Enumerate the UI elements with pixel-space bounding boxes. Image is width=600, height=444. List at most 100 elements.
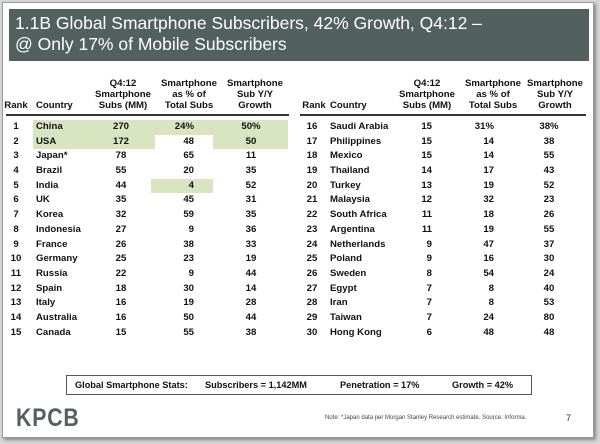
- highlight-growth: [213, 134, 288, 150]
- left-rows: 1 China 270 24% 50% 2 USA 172 48 50 3 Japan* 78 65 11 4…: [6, 120, 289, 340]
- header-growth: Smartphone Sub Y/Y Growth: [527, 78, 583, 111]
- cell-growth: 26: [543, 209, 555, 221]
- cell-subs: 25: [115, 253, 127, 265]
- table-row: 24 Netherlands 9 47 37: [300, 238, 586, 253]
- cell-rank: 28: [306, 297, 318, 309]
- cell-country: Italy: [36, 297, 56, 309]
- table-row: 7 Korea 32 59 35: [6, 208, 289, 223]
- cell-country: Taiwan: [330, 311, 362, 323]
- highlight-subs: [107, 134, 155, 150]
- cell-growth: 80: [543, 311, 555, 323]
- header-subs: Q4:12 Smartphone Subs (MM): [399, 78, 455, 111]
- cell-country: China: [36, 121, 63, 132]
- highlight-country: [33, 134, 107, 150]
- cell-growth: 36: [245, 223, 257, 235]
- cell-subs: 172: [112, 135, 129, 147]
- cell-pct: 32: [483, 194, 494, 206]
- cell-pct: 19: [483, 223, 494, 235]
- cell-growth: 38%: [539, 121, 559, 132]
- cell-subs: 7: [426, 297, 432, 309]
- cell-subs: 14: [421, 165, 432, 177]
- highlight-country: [33, 120, 107, 135]
- cell-pct: 9: [188, 223, 194, 235]
- cell-subs: 15: [421, 121, 432, 132]
- cell-growth: 24: [543, 267, 555, 279]
- table-header: Rank Country Q4:12 Smartphone Subs (MM) Sm…: [300, 78, 586, 116]
- cell-pct: 4: [188, 179, 194, 191]
- cell-growth: 38: [245, 326, 257, 338]
- cell-rank: 26: [306, 267, 318, 279]
- cell-pct: 55: [183, 326, 194, 338]
- cell-growth: 23: [543, 194, 555, 206]
- cell-rank: 16: [306, 121, 318, 132]
- cell-growth: 52: [543, 179, 555, 191]
- cell-growth: 44: [245, 311, 257, 323]
- cell-subs: 44: [115, 179, 127, 191]
- cell-rank: 1: [13, 121, 19, 132]
- cell-growth: 30: [543, 253, 555, 265]
- table-row: 9 France 26 38 33: [6, 238, 289, 253]
- table-row: 21 Malaysia 12 32 23: [300, 193, 586, 208]
- header-country: Country: [36, 100, 73, 111]
- cell-pct: 20: [183, 165, 194, 177]
- cell-growth: 48: [543, 326, 555, 338]
- cell-pct: 9: [188, 267, 194, 279]
- cell-growth: 53: [543, 297, 555, 309]
- cell-country: Germany: [36, 253, 78, 265]
- cell-rank: 14: [10, 311, 22, 323]
- cell-growth: 43: [543, 165, 555, 177]
- cell-country: India: [36, 179, 59, 191]
- cell-pct: 14: [483, 150, 494, 162]
- cell-rank: 4: [13, 165, 19, 177]
- cell-subs: 32: [115, 209, 127, 221]
- cell-growth: 38: [543, 135, 555, 147]
- cell-rank: 24: [306, 238, 318, 250]
- table-row: 1 China 270 24% 50%: [6, 120, 289, 135]
- cell-growth: 55: [543, 150, 555, 162]
- table-row: 13 Italy 16 19 28: [6, 296, 289, 311]
- table-row: 10 Germany 25 23 19: [6, 252, 289, 267]
- table-row: 15 Canada 15 55 38: [6, 326, 289, 341]
- cell-rank: 11: [10, 267, 22, 279]
- cell-country: Saudi Arabia: [330, 121, 389, 132]
- cell-country: USA: [36, 135, 57, 147]
- cell-growth: 44: [245, 267, 257, 279]
- table-row: 19 Thailand 14 17 43: [300, 164, 586, 179]
- cell-pct: 50: [183, 311, 194, 323]
- table-row: 16 Saudi Arabia 15 31% 38%: [300, 120, 586, 135]
- cell-growth: 55: [543, 223, 555, 235]
- cell-country: Canada: [36, 326, 71, 338]
- right-rows: 16 Saudi Arabia 15 31% 38% 17 Philippines 15 14 3…: [300, 120, 586, 340]
- cell-country: Brazil: [36, 165, 63, 177]
- cell-pct: 65: [183, 150, 194, 162]
- cell-subs: 26: [115, 238, 127, 250]
- cell-subs: 18: [115, 282, 127, 294]
- cell-country: France: [36, 238, 68, 250]
- cell-pct: 19: [483, 179, 494, 191]
- cell-country: Egypt: [330, 282, 357, 294]
- cell-rank: 19: [306, 165, 318, 177]
- table-row: 30 Hong Kong 6 48 48: [300, 326, 586, 341]
- cell-rank: 6: [13, 194, 19, 206]
- cell-country: Russia: [36, 267, 68, 279]
- cell-subs: 15: [421, 135, 432, 147]
- cell-rank: 15: [10, 326, 22, 338]
- cell-rank: 7: [13, 209, 19, 221]
- table-row: 18 Mexico 15 14 55: [300, 149, 586, 164]
- page-number: 7: [566, 413, 572, 423]
- cell-subs: 13: [421, 179, 432, 191]
- cell-subs: 6: [426, 326, 432, 338]
- cell-rank: 2: [13, 135, 19, 147]
- table-row: 3 Japan* 78 65 11: [6, 149, 289, 164]
- cell-pct: 14: [483, 135, 494, 147]
- cell-pct: 18: [483, 209, 494, 221]
- table-header: Rank Country Q4:12 Smartphone Subs (MM) Sm…: [4, 78, 289, 116]
- cell-rank: 12: [10, 282, 22, 294]
- table-row: 26 Sweden 8 54 24: [300, 267, 586, 282]
- cell-country: Thailand: [330, 165, 370, 177]
- cell-growth: 37: [543, 238, 555, 250]
- cell-rank: 27: [306, 282, 318, 294]
- table-row: 4 Brazil 55 20 35: [6, 164, 289, 179]
- cell-rank: 22: [306, 209, 318, 221]
- cell-pct: 45: [183, 194, 194, 206]
